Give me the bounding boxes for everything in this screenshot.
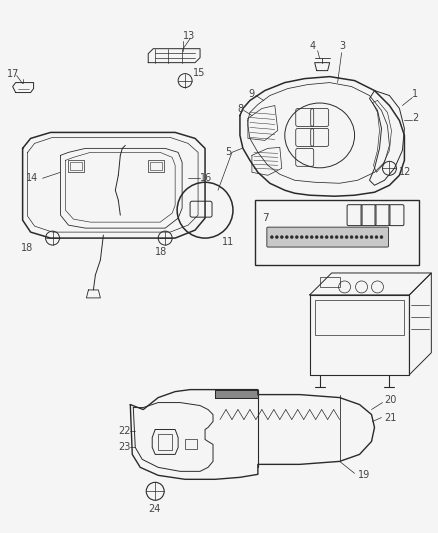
Circle shape (315, 236, 318, 239)
Text: 14: 14 (25, 173, 38, 183)
Text: 5: 5 (225, 147, 231, 157)
Circle shape (365, 236, 368, 239)
Text: 9: 9 (248, 88, 254, 99)
Circle shape (276, 236, 278, 239)
Text: 15: 15 (193, 68, 205, 78)
Text: 17: 17 (7, 69, 19, 78)
Text: 7: 7 (262, 213, 268, 223)
Bar (148, 160, 164, 172)
Text: 8: 8 (237, 103, 243, 114)
Text: 2: 2 (413, 114, 419, 124)
Circle shape (270, 236, 273, 239)
Circle shape (310, 236, 313, 239)
Circle shape (325, 236, 328, 239)
Text: 18: 18 (21, 243, 33, 253)
Text: 19: 19 (357, 470, 370, 480)
Bar (314, 300, 404, 335)
Circle shape (335, 236, 338, 239)
Circle shape (320, 236, 323, 239)
Text: 23: 23 (118, 442, 131, 453)
FancyBboxPatch shape (267, 227, 389, 247)
Bar (71, 163, 82, 171)
Text: 11: 11 (222, 237, 234, 247)
Circle shape (285, 236, 288, 239)
Text: 22: 22 (118, 426, 131, 437)
Circle shape (340, 236, 343, 239)
Text: 1: 1 (413, 88, 419, 99)
Polygon shape (215, 390, 258, 398)
Text: 4: 4 (310, 41, 316, 51)
Text: 20: 20 (385, 394, 397, 405)
Circle shape (290, 236, 293, 239)
Circle shape (355, 236, 358, 239)
Bar (185, 439, 197, 449)
Text: 13: 13 (183, 31, 195, 41)
Circle shape (375, 236, 378, 239)
Circle shape (330, 236, 333, 239)
Circle shape (360, 236, 363, 239)
Bar (150, 163, 162, 171)
Text: 16: 16 (200, 173, 212, 183)
Circle shape (280, 236, 283, 239)
Text: 18: 18 (155, 247, 167, 257)
Circle shape (380, 236, 383, 239)
Text: 3: 3 (339, 41, 346, 51)
Text: 21: 21 (385, 413, 397, 423)
Text: 12: 12 (399, 167, 412, 177)
Circle shape (345, 236, 348, 239)
Circle shape (370, 236, 373, 239)
Bar (68, 160, 85, 172)
Bar (158, 434, 172, 450)
Circle shape (295, 236, 298, 239)
Text: 24: 24 (148, 504, 161, 514)
Bar (320, 277, 339, 287)
Circle shape (305, 236, 308, 239)
Circle shape (300, 236, 303, 239)
Circle shape (350, 236, 353, 239)
Bar (255, 200, 419, 265)
